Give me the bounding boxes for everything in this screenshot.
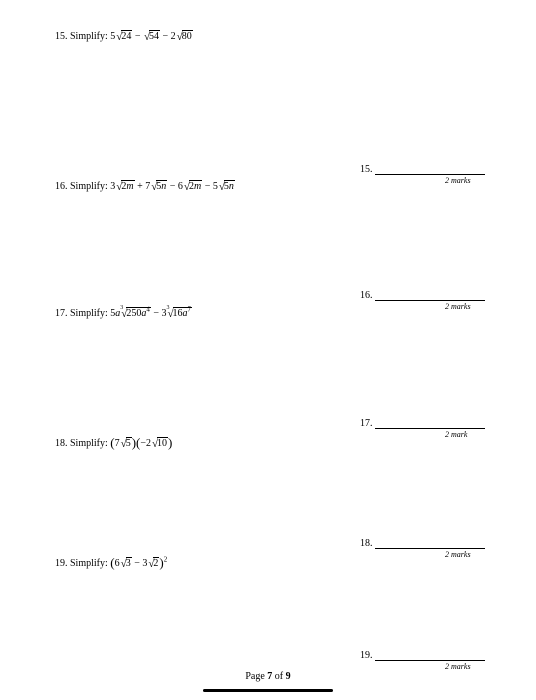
footer-total-pages: 9: [286, 671, 291, 682]
problem-label: Simplify:: [70, 181, 108, 192]
problem-number: 18.: [55, 438, 68, 449]
answer-slot-17: 17.: [360, 418, 485, 429]
answer-marks-18: 2 marks: [445, 550, 471, 559]
problem-16: 16. Simplify: 3√2m + 7√5n − 6√2m − 5√5n: [55, 180, 235, 193]
problem-number: 15.: [55, 31, 68, 42]
answer-slot-18: 18.: [360, 538, 485, 549]
answer-blank-line: [375, 290, 485, 301]
answer-marks-17: 2 mark: [445, 430, 467, 439]
answer-number: 15.: [360, 165, 373, 175]
answer-blank-line: [375, 650, 485, 661]
answer-blank-line: [375, 538, 485, 549]
problem-label: Simplify:: [70, 308, 108, 319]
problem-expression: 3√2m + 7√5n − 6√2m − 5√5n: [110, 181, 235, 192]
answer-marks-19: 2 marks: [445, 662, 471, 671]
problem-expression: 5√24 − √54 − 2√80: [110, 31, 192, 42]
footer-prefix: Page: [245, 671, 267, 682]
page: 15. Simplify: 5√24 − √54 − 2√80 16. Simpl…: [0, 0, 536, 700]
answer-number: 18.: [360, 539, 373, 549]
problem-number: 19.: [55, 558, 68, 569]
answer-slot-16: 16.: [360, 290, 485, 301]
page-footer: Page 7 of 9: [0, 671, 536, 682]
problem-label: Simplify:: [70, 31, 108, 42]
problem-expression: 5a3√250a4 − 33√16a7: [110, 308, 192, 319]
problem-expression: (7√5)(−2√10): [110, 438, 172, 449]
problem-label: Simplify:: [70, 438, 108, 449]
footer-middle: of: [272, 671, 285, 682]
answer-number: 16.: [360, 291, 373, 301]
footer-bar: [203, 689, 333, 692]
problem-number: 16.: [55, 181, 68, 192]
problem-15: 15. Simplify: 5√24 − √54 − 2√80: [55, 30, 193, 43]
answer-number: 19.: [360, 651, 373, 661]
answer-blank-line: [375, 164, 485, 175]
answer-slot-19: 19.: [360, 650, 485, 661]
answer-blank-line: [375, 418, 485, 429]
problem-number: 17.: [55, 308, 68, 319]
answer-marks-16: 2 marks: [445, 302, 471, 311]
problem-18: 18. Simplify: (7√5)(−2√10): [55, 435, 172, 452]
problem-19: 19. Simplify: (6√3 − 3√2)2: [55, 555, 167, 572]
answer-number: 17.: [360, 419, 373, 429]
problem-label: Simplify:: [70, 558, 108, 569]
problem-17: 17. Simplify: 5a3√250a4 − 33√16a7: [55, 307, 192, 320]
problem-expression: (6√3 − 3√2)2: [110, 558, 167, 569]
answer-marks-15: 2 marks: [445, 176, 471, 185]
answer-slot-15: 15.: [360, 164, 485, 175]
